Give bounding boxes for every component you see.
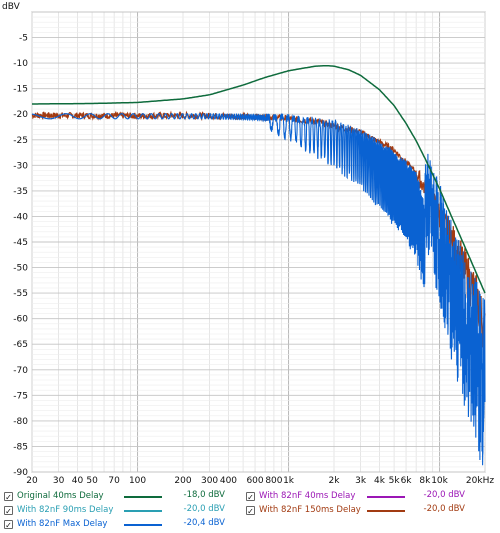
- y-tick-label: -80: [13, 417, 28, 427]
- y-tick-label: -85: [13, 442, 28, 452]
- legend-value-3: -20,0 dBV: [183, 504, 225, 514]
- x-tick-label: 40: [72, 476, 84, 486]
- x-tick-label: 300: [201, 476, 218, 486]
- x-tick-label: 400: [220, 476, 237, 486]
- x-tick-label: 20kHz: [466, 476, 494, 486]
- y-tick-label: -75: [13, 391, 28, 401]
- y-tick-label: -35: [13, 187, 28, 197]
- y-tick-label: -30: [13, 161, 28, 171]
- x-tick-label: 5k: [389, 476, 401, 486]
- y-tick-label: -10: [13, 59, 28, 69]
- x-tick-label: 200: [174, 476, 191, 486]
- x-tick-label: 4k: [374, 476, 386, 486]
- x-tick-label: 10k: [431, 476, 448, 486]
- series-1-line: [32, 64, 486, 294]
- y-tick-label: -5: [19, 34, 28, 44]
- x-tick-label: 100: [129, 476, 146, 486]
- y-tick-label: -40: [13, 212, 28, 222]
- legend-value-1: -18,0 dBV: [183, 490, 225, 500]
- x-tick-label: 30: [53, 476, 65, 486]
- y-tick-label: -50: [13, 264, 28, 274]
- y-tick-label: -20: [13, 110, 28, 120]
- x-tick-label: 8k: [419, 476, 431, 486]
- x-tick-label: 600: [246, 476, 263, 486]
- y-tick-label: -15: [13, 85, 28, 95]
- x-tick-label: 50: [86, 476, 98, 486]
- legend-item-5[interactable]: ✓ With 82nF Max Delay: [4, 517, 107, 531]
- checkbox-series-3[interactable]: ✓: [4, 505, 13, 516]
- x-tick-label: 20: [26, 476, 38, 486]
- y-tick-label: -90: [13, 468, 28, 478]
- frequency-response-chart: 20 30 40 50 70 100 200 300 400 600 800 1k 2k 3k 4k 5k 6k…: [2, 2, 494, 486]
- y-tick-label: -70: [13, 366, 28, 376]
- legend-swatch-2: [367, 496, 405, 498]
- y-tick-label: -45: [13, 238, 28, 248]
- y-tick-label: -55: [13, 289, 28, 299]
- legend-value-2: -20,0 dBV: [423, 490, 465, 500]
- legend-label-3: With 82nF 90ms Delay: [17, 505, 114, 515]
- legend-item-1[interactable]: ✓ Original 40ms Delay: [4, 489, 104, 503]
- legend-swatch-1: [124, 496, 162, 498]
- series-5-line: [32, 112, 486, 466]
- legend: ✓ Original 40ms Delay -18,0 dBV ✓ With 8…: [0, 487, 500, 533]
- y-tick-label: -25: [13, 136, 28, 146]
- checkbox-series-4[interactable]: ✓: [246, 505, 255, 516]
- legend-swatch-3: [124, 510, 162, 512]
- y-axis-label: dBV: [2, 2, 21, 12]
- y-tick-label: -65: [13, 340, 28, 350]
- legend-label-5: With 82nF Max Delay: [17, 519, 108, 529]
- x-tick-label: 3k: [355, 476, 367, 486]
- legend-label-4: With 82nF 150ms Delay: [259, 505, 361, 515]
- legend-item-2[interactable]: ✓ With 82nF 40ms Delay: [246, 489, 355, 503]
- legend-value-4: -20,0 dBV: [423, 504, 465, 514]
- x-tick-label: 1k: [283, 476, 295, 486]
- checkbox-series-2[interactable]: ✓: [246, 491, 255, 502]
- plot-area: [31, 64, 486, 466]
- axes: 20 30 40 50 70 100 200 300 400 600 800 1k 2k 3k 4k 5k 6k…: [13, 34, 494, 486]
- legend-swatch-4: [367, 510, 405, 512]
- legend-item-3[interactable]: ✓ With 82nF 90ms Delay: [4, 503, 113, 517]
- x-tick-label: 70: [108, 476, 120, 486]
- legend-label-1: Original 40ms Delay: [17, 491, 104, 501]
- x-tick-label: 800: [265, 476, 282, 486]
- legend-value-5: -20,4 dBV: [183, 518, 225, 528]
- x-tick-label: 6k: [401, 476, 413, 486]
- legend-label-2: With 82nF 40ms Delay: [259, 491, 356, 501]
- legend-item-4[interactable]: ✓ With 82nF 150ms Delay: [246, 503, 361, 517]
- y-tick-label: -60: [13, 315, 28, 325]
- checkbox-series-1[interactable]: ✓: [4, 491, 13, 502]
- checkbox-series-5[interactable]: ✓: [4, 519, 13, 530]
- legend-swatch-5: [124, 524, 162, 526]
- x-tick-label: 2k: [329, 476, 341, 486]
